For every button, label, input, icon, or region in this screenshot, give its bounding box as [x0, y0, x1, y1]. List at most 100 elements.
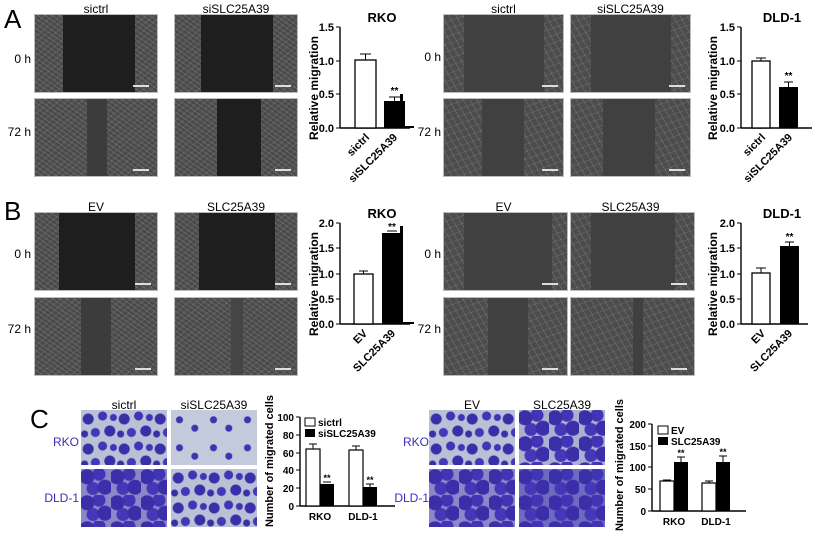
bar-slc25a39 — [382, 233, 402, 324]
svg-text:60: 60 — [283, 449, 295, 460]
legend-label: SLC25A39 — [671, 437, 721, 448]
bar-dld1-slc — [716, 462, 730, 511]
svg-text:2.0: 2.0 — [720, 218, 735, 230]
scratch-image-a-dld1-si-0h — [570, 14, 691, 93]
bar-ev — [353, 273, 374, 325]
row-label-cell-line: RKO — [402, 435, 429, 449]
svg-text:100: 100 — [277, 413, 294, 424]
transwell-image-dld1-sictrl — [81, 469, 167, 527]
transwell-image-rko-si — [171, 410, 257, 465]
chart-a-rko: RKO Relative migration 0.0 0.5 1.0 1.5 *… — [307, 10, 410, 185]
svg-text:40: 40 — [283, 466, 295, 477]
bracket-line — [400, 226, 403, 324]
y-axis-label: Number of migrated cells — [264, 395, 276, 527]
col-label: sictrl — [491, 2, 516, 16]
row-label: 72 h — [7, 125, 31, 139]
svg-text:0.0: 0.0 — [319, 123, 334, 135]
col-label: EV — [495, 200, 512, 214]
chart-title: DLD-1 — [763, 206, 801, 221]
svg-text:1.5: 1.5 — [319, 243, 334, 255]
scratch-image-b-rko-ev-0h — [34, 212, 158, 291]
svg-text:0.5: 0.5 — [319, 294, 334, 306]
svg-text:200: 200 — [629, 420, 646, 431]
row-label: 72 h — [417, 125, 441, 139]
scratch-image-b-rko-slc-72h — [174, 297, 298, 376]
svg-text:1.5: 1.5 — [319, 22, 334, 34]
bar-rko-si — [320, 484, 334, 506]
transwell-image-dld1-slc — [519, 469, 605, 527]
bar-dld1-ev — [701, 482, 717, 512]
bracket-line — [400, 94, 403, 128]
scratch-image-b-dld1-ev-72h — [443, 297, 568, 376]
bar-dld1-si — [363, 487, 377, 506]
legend-label: siSLC25A39 — [318, 429, 376, 440]
svg-text:**: ** — [677, 448, 685, 458]
transwell-image-rko-ev — [429, 410, 515, 465]
col-label: SLC25A39 — [601, 200, 660, 214]
chart-b-dld1: DLD-1 Relative migration 0.0 0.5 1.0 1.5… — [706, 206, 808, 375]
svg-text:20: 20 — [283, 484, 295, 495]
svg-text:1.5: 1.5 — [720, 22, 735, 34]
chart-c-knockdown: Number of migrated cells 0 20 40 60 80 1… — [264, 395, 395, 527]
y-axis-label: Relative migration — [706, 36, 720, 140]
svg-text:EV: EV — [749, 327, 768, 346]
transwell-image-rko-slc — [519, 410, 605, 465]
legend-label: EV — [671, 426, 685, 437]
svg-text:0.5: 0.5 — [319, 89, 334, 101]
col-label: SLC25A39 — [532, 398, 592, 412]
svg-text:**: ** — [785, 71, 793, 82]
svg-text:100: 100 — [629, 463, 646, 474]
panel-letter-b: B — [4, 196, 22, 226]
y-axis-label: Number of migrated cells — [614, 399, 626, 531]
row-label: 0 h — [424, 50, 441, 64]
row-label-cell-line: RKO — [52, 435, 79, 449]
col-label: SLC25A39 — [206, 200, 266, 214]
chart-a-dld1: DLD-1 Relative migration 0.0 0.5 1.0 1.5… — [706, 10, 812, 185]
row-label: 0 h — [14, 52, 31, 66]
legend-swatch-ev — [657, 425, 669, 435]
svg-text:2.0: 2.0 — [319, 218, 334, 230]
scratch-image-a-rko-si-72h — [174, 98, 298, 177]
panel-letter-c: C — [30, 404, 49, 434]
scratch-image-a-dld1-sictrl-72h — [443, 98, 564, 177]
chart-title: DLD-1 — [763, 10, 801, 25]
scratch-image-b-dld1-slc-0h — [570, 212, 695, 291]
legend-label: sictrl — [318, 418, 342, 429]
svg-text:EV: EV — [351, 327, 370, 346]
legend-swatch-sictrl — [304, 417, 316, 427]
scratch-image-a-rko-sictrl-0h — [34, 14, 158, 93]
row-label-cell-line: DLD-1 — [44, 491, 79, 505]
transwell-image-rko-sictrl — [81, 410, 167, 465]
row-label: 72 h — [7, 322, 31, 336]
bar-ev — [751, 272, 771, 325]
panel-letter-a: A — [4, 4, 22, 34]
scratch-image-b-rko-slc-0h — [174, 212, 298, 291]
svg-text:0: 0 — [288, 502, 294, 513]
bar-dld1-sictrl — [348, 449, 364, 507]
bar-rko-ev — [659, 480, 675, 512]
chart-b-rko: RKO Relative migration 0.0 0.5 1.0 1.5 2… — [307, 206, 410, 375]
svg-text:0.0: 0.0 — [319, 319, 334, 331]
svg-text:80: 80 — [283, 431, 295, 442]
y-axis-label: Relative migration — [307, 232, 321, 336]
svg-text:**: ** — [786, 232, 794, 243]
scratch-image-a-dld1-sictrl-0h — [443, 14, 564, 93]
svg-text:0.5: 0.5 — [720, 89, 735, 101]
svg-text:**: ** — [388, 222, 396, 233]
row-label: 72 h — [417, 322, 441, 336]
legend-swatch-slc25a39 — [658, 437, 668, 445]
bar-sislc25a39 — [779, 87, 798, 128]
svg-text:DLD-1: DLD-1 — [701, 517, 731, 528]
chart-title: RKO — [368, 10, 397, 25]
legend-swatch-sislc25a39 — [305, 429, 315, 437]
chart-title: RKO — [368, 206, 397, 221]
row-label: 0 h — [14, 247, 31, 261]
scratch-image-a-rko-si-0h — [174, 14, 298, 93]
svg-text:1.0: 1.0 — [319, 56, 334, 68]
svg-text:DLD-1: DLD-1 — [348, 512, 378, 523]
col-label: sictrl — [111, 398, 137, 412]
bracket-line — [400, 322, 414, 324]
col-label: siSLC25A39 — [202, 2, 270, 16]
bar-sictrl — [751, 60, 771, 129]
svg-text:1.5: 1.5 — [720, 243, 735, 255]
